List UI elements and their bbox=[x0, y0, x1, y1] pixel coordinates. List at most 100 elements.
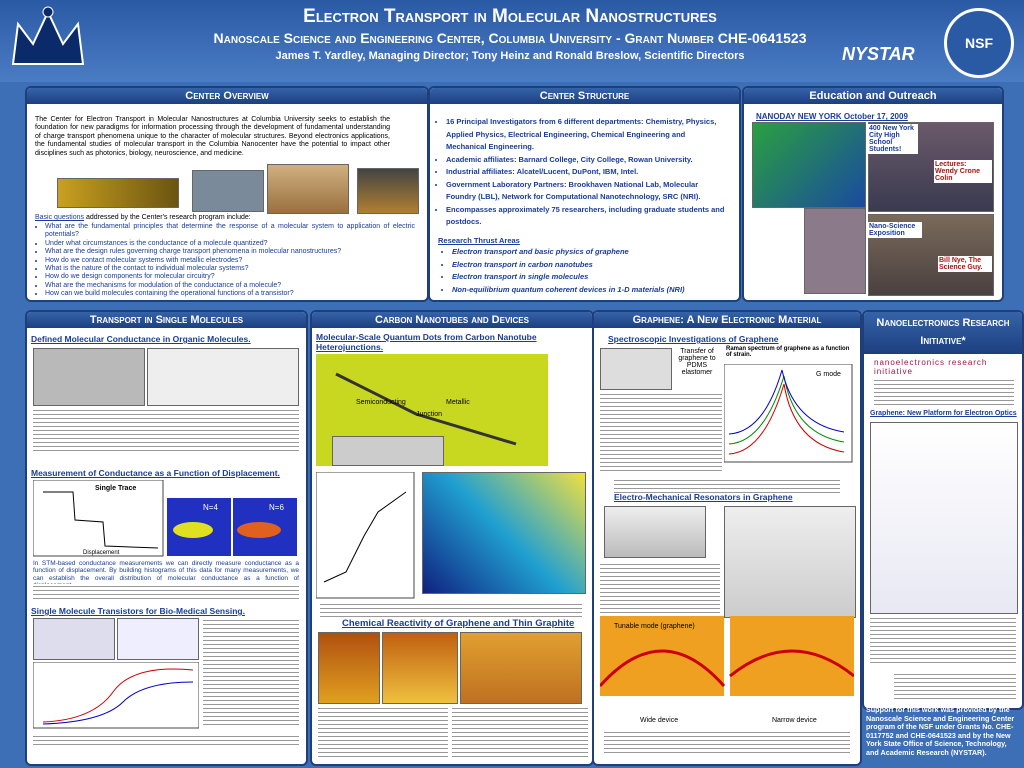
panel-heading: Transport in Single Molecules bbox=[27, 312, 306, 328]
plot-label: N=6 bbox=[269, 503, 284, 512]
list-item: Under what circumstances is the conducta… bbox=[45, 240, 415, 248]
questions-label: Basic questions bbox=[35, 214, 85, 221]
questions-intro-text: addressed by the Center's research progr… bbox=[84, 214, 251, 221]
image bbox=[33, 348, 145, 406]
reference-text bbox=[33, 734, 299, 748]
body-text bbox=[600, 562, 720, 622]
list-item: Industrial affiliates: Alcatel/Lucent, D… bbox=[446, 166, 726, 179]
list-item: How can we build molecules containing th… bbox=[45, 290, 415, 298]
list: 16 Principal Investigators from 6 differ… bbox=[436, 116, 726, 229]
title: Electron Transport in Molecular Nanostru… bbox=[303, 6, 717, 27]
structure-bullets: 16 Principal Investigators from 6 differ… bbox=[436, 116, 726, 229]
sub-heading: Measurement of Conductance as a Function… bbox=[31, 468, 280, 478]
photo bbox=[804, 208, 866, 294]
sub-heading: Spectroscopic Investigations of Graphene bbox=[608, 334, 779, 344]
sub-heading: Graphene: New Platform for Electron Opti… bbox=[870, 410, 1017, 417]
reference-text bbox=[614, 478, 840, 494]
body-text bbox=[874, 378, 1014, 408]
panel-heading: Center Structure bbox=[430, 88, 739, 104]
nri-logo: nanoelectronics research initiative bbox=[874, 358, 988, 376]
caption: Transfer of graphene to PDMS elastomer bbox=[678, 348, 716, 376]
graphene-panel: Graphene: A New Electronic Material Spec… bbox=[592, 310, 862, 766]
reference-text bbox=[33, 584, 299, 602]
current-plot bbox=[316, 472, 415, 599]
caption: Lectures: Wendy Crone Colin bbox=[934, 160, 992, 183]
nri-panel: Nanoelectronics Research Initiative* nan… bbox=[862, 310, 1024, 710]
structure-panel: Center Structure 16 Principal Investigat… bbox=[428, 86, 741, 302]
label: Metallic bbox=[446, 399, 470, 406]
panel-heading: Nanoelectronics Research Initiative* bbox=[864, 312, 1022, 354]
sub-heading: Defined Molecular Conductance in Organic… bbox=[31, 334, 251, 344]
list-item: 16 Principal Investigators from 6 differ… bbox=[446, 116, 726, 154]
caption-text bbox=[33, 408, 299, 452]
nystar-logo: NYSTAR bbox=[842, 44, 915, 64]
diagram bbox=[870, 422, 1018, 614]
plot-label: G mode bbox=[816, 371, 841, 378]
reference-text bbox=[320, 602, 582, 620]
list-item: What are the fundamental principles that… bbox=[45, 223, 415, 240]
list-item: Encompasses approximately 75 researchers… bbox=[446, 204, 726, 229]
questions-intro: Basic questions addressed by the Center'… bbox=[35, 214, 415, 222]
list-item: Electron transport in single molecules bbox=[452, 271, 732, 284]
carbon-panel: Carbon Nanotubes and Devices Molecular-S… bbox=[310, 310, 594, 766]
plot-label: Displacement bbox=[83, 550, 120, 556]
caption: Nano-Science Exposition bbox=[868, 222, 922, 238]
image bbox=[724, 506, 856, 618]
device-image bbox=[332, 436, 444, 466]
list: What are the fundamental principles that… bbox=[35, 223, 415, 299]
list-item: What is the nature of the contact to ind… bbox=[45, 265, 415, 273]
overview-intro: The Center for Electron Transport in Mol… bbox=[35, 116, 390, 157]
sub-heading: Single Molecule Transistors for Bio-Medi… bbox=[31, 606, 245, 616]
body-text bbox=[452, 706, 588, 760]
panel-heading: Education and Outreach bbox=[744, 88, 1002, 104]
list-item: How do we contact molecular systems with… bbox=[45, 257, 415, 265]
caption: Bill Nye, The Science Guy. bbox=[938, 256, 992, 272]
authors: James T. Yardley, Managing Director; Ton… bbox=[275, 50, 745, 62]
support-note: Support for this work was provided by th… bbox=[866, 705, 1015, 757]
image bbox=[57, 178, 179, 208]
image bbox=[600, 348, 672, 390]
diagram bbox=[33, 618, 115, 660]
plot-label: Single Trace bbox=[95, 485, 136, 492]
plot bbox=[147, 348, 299, 406]
list-item: What are the mechanisms for modulation o… bbox=[45, 282, 415, 290]
afm-image bbox=[318, 632, 380, 704]
resonator-plots: Tunable mode (graphene) Wide device Narr… bbox=[600, 616, 854, 724]
body-text bbox=[203, 618, 299, 728]
caption: 400 New York City High School Students! bbox=[868, 124, 918, 154]
list: Electron transport and basic physics of … bbox=[442, 246, 732, 296]
diagram bbox=[117, 618, 199, 660]
list-item: Government Laboratory Partners: Brookhav… bbox=[446, 179, 726, 204]
nanoday-image bbox=[752, 122, 866, 208]
transport-panel: Transport in Single Molecules Defined Mo… bbox=[25, 310, 308, 766]
transistor-plot bbox=[33, 662, 199, 729]
nsf-logo: NSF bbox=[944, 8, 1014, 78]
stability-map bbox=[422, 472, 586, 594]
panel-heading: Graphene: A New Electronic Material bbox=[594, 312, 860, 328]
plot-label: Tunable mode (graphene) bbox=[614, 623, 695, 630]
body-text bbox=[600, 392, 722, 472]
header bbox=[0, 0, 1024, 82]
panel-heading: Carbon Nanotubes and Devices bbox=[312, 312, 592, 328]
subtitle: Nanoscale Science and Engineering Center… bbox=[213, 30, 807, 46]
plot-label: Narrow device bbox=[772, 717, 817, 724]
list-item: Electron transport in carbon nanotubes bbox=[452, 259, 732, 272]
sub-heading: Electro-Mechanical Resonators in Graphen… bbox=[614, 492, 793, 502]
displacement-plots: Single Trace Displacement N=4 N=6 bbox=[33, 480, 297, 557]
list-item: Electron transport and basic physics of … bbox=[452, 246, 732, 259]
label: Semiconducting bbox=[356, 399, 406, 406]
list-item: Academic affiliates: Barnard College, Ci… bbox=[446, 154, 726, 167]
afm-image bbox=[460, 632, 582, 704]
body-text bbox=[318, 706, 448, 760]
list-item: What are the design rules governing char… bbox=[45, 248, 415, 256]
caption: Raman spectrum of graphene as a function… bbox=[726, 346, 850, 358]
photo bbox=[868, 214, 994, 296]
image bbox=[357, 168, 419, 214]
overview-panel: Center Overview The Center for Electron … bbox=[25, 86, 429, 302]
sub-heading: Chemical Reactivity of Graphene and Thin… bbox=[342, 618, 575, 629]
thrusts-label: Research Thrust Areas bbox=[438, 236, 520, 245]
label: Junction bbox=[416, 411, 442, 418]
outreach-panel: Education and Outreach NANODAY NEW YORK … bbox=[742, 86, 1004, 302]
